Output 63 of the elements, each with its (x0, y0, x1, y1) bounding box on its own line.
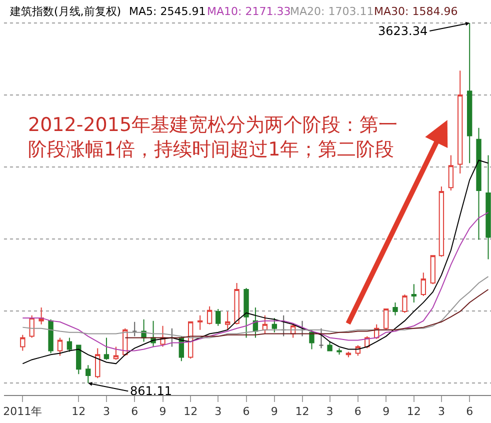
x-tick-label: 12 (72, 405, 86, 418)
x-tick-label: 6 (131, 405, 138, 418)
candlestick (234, 282, 240, 325)
candlestick (197, 314, 203, 330)
candlestick (48, 318, 54, 354)
candlestick (327, 341, 332, 352)
text: MA10: 2171.33 (207, 5, 291, 18)
candlestick (346, 351, 352, 358)
candlestick (225, 310, 230, 330)
x-tick-label: 9 (159, 405, 166, 418)
candlestick (402, 294, 408, 314)
candlestick (206, 306, 212, 325)
text: MA30: 1584.96 (374, 5, 458, 18)
x-tick-label: 3 (102, 405, 110, 418)
annotation: 3623.34 (378, 24, 428, 38)
candlestick (262, 314, 268, 334)
candlestick (281, 314, 286, 337)
candlestick (244, 288, 249, 338)
x-tick-label: 6 (242, 405, 250, 418)
candlestick (76, 344, 82, 375)
candlestick (458, 70, 463, 174)
candlestick (300, 320, 305, 337)
candlestick (336, 348, 342, 356)
candlestick (486, 154, 491, 260)
x-tick-label: 3 (214, 405, 222, 418)
candlestick (448, 154, 454, 191)
candlestick (272, 317, 278, 333)
candlestick (309, 329, 314, 350)
candlestick (383, 308, 389, 330)
candlestick (476, 127, 482, 240)
annotation: 2012-2015年基建宽松分为两个阶段：第一阶段涨幅1倍，持续时间超过1年；第二阶段 (28, 114, 398, 161)
candlestick (430, 255, 436, 285)
x-tick-label: 12 (184, 405, 198, 418)
x-tick-label: 6 (466, 405, 474, 418)
candlestick (86, 364, 91, 384)
candlestick (318, 328, 324, 349)
candlestick (104, 337, 110, 360)
candlestick (438, 186, 444, 258)
candlestick (411, 284, 417, 303)
candlestick (66, 337, 72, 352)
candlestick (392, 302, 398, 316)
text: MA5: 2545.91 (129, 5, 206, 18)
candlestick (38, 307, 44, 325)
x-tick-label: 3 (438, 405, 445, 418)
candlestick (57, 337, 63, 356)
x-tick-label: 6 (354, 405, 362, 418)
x-tick-label: 12 (406, 405, 421, 418)
annotation: 861.11 (130, 384, 172, 398)
chart-title: 建筑指数(月线,前复权) (9, 5, 122, 18)
candlestick (20, 334, 26, 352)
x-tick-label: 12 (295, 405, 310, 418)
candlestick (132, 321, 138, 337)
x-tick-label: 3 (326, 405, 334, 418)
candlestick (95, 348, 100, 379)
candlestick (29, 314, 34, 338)
candlestick (420, 272, 426, 296)
x-tick-label: 9 (382, 405, 390, 418)
candlestick (113, 346, 119, 360)
candlestick (466, 22, 472, 164)
candlestick (216, 308, 221, 326)
x-tick-label: 9 (270, 405, 278, 418)
x-tick-label: 2011年 (3, 405, 42, 418)
text: MA20: 1703.11 (290, 5, 374, 18)
